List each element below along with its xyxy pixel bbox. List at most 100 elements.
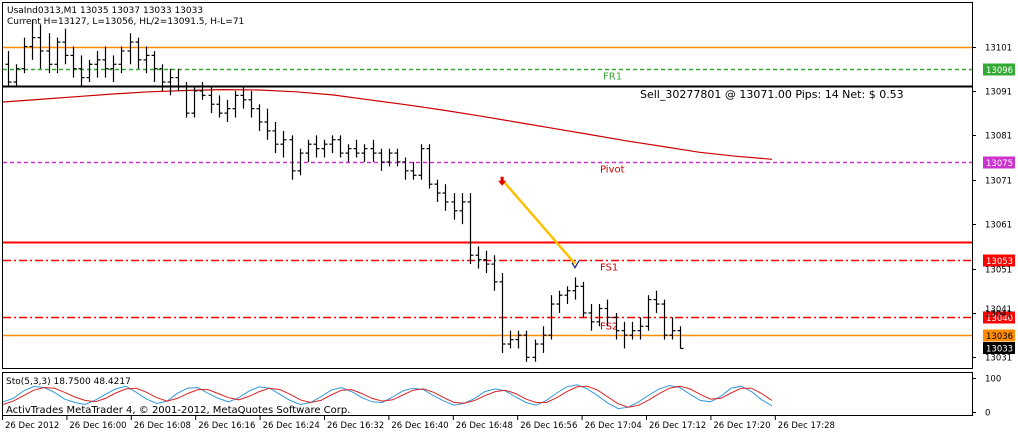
close-check-icon — [571, 260, 580, 269]
main-pane-frame — [2, 2, 973, 369]
ohlc-bar — [232, 90, 239, 118]
stochastic-lines — [2, 384, 773, 410]
price-tick-label: 13061 — [985, 221, 1012, 231]
ohlc-bar — [94, 50, 101, 78]
ohlc-bar — [297, 148, 304, 176]
price-badge-text: 13036 — [986, 332, 1013, 342]
ohlc-bar — [637, 317, 644, 340]
ohlc-bar — [402, 157, 409, 180]
stoch-signal-line — [2, 385, 773, 408]
ohlc-bar — [199, 82, 206, 100]
ohlc-bar — [240, 86, 247, 109]
price-badge-text: 13053 — [986, 257, 1013, 267]
level-label: Pivot — [600, 165, 625, 176]
ohlc-bar — [110, 55, 117, 83]
price-tick-label: 13091 — [985, 88, 1012, 98]
ohlc-bar — [37, 24, 44, 69]
ohlc-bar — [394, 148, 401, 167]
stoch-tick-label: 0 — [985, 409, 990, 419]
time-tick-label: 26 Dec 16:32 — [327, 421, 384, 431]
stochastic-pane-frame — [2, 372, 973, 416]
ohlc-bar — [183, 82, 190, 118]
ohlc-bar — [289, 135, 296, 180]
ohlc-bar — [621, 321, 628, 349]
time-axis: 26 Dec 2012 26 Dec 16:00 26 Dec 16:08 26 De… — [2, 416, 835, 431]
ohlc-bar — [451, 193, 458, 220]
ohlc-bar — [499, 272, 506, 353]
level-label: FR1 — [603, 72, 622, 83]
time-tick-label: 26 Dec 17:20 — [713, 421, 770, 431]
stochastic-label: Sto(5,3,3) 18.7500 48.4217 — [6, 377, 131, 387]
ohlc-bar — [596, 304, 603, 327]
ohlc-bar — [5, 50, 12, 87]
time-tick-label: 26 Dec 16:24 — [263, 421, 320, 431]
ohlc-bar — [46, 33, 53, 74]
time-tick-label: 26 Dec 2012 — [5, 421, 59, 431]
stoch-main-line — [2, 384, 773, 410]
price-badge — [983, 63, 1015, 76]
price-tick-label: 13041 — [985, 305, 1012, 315]
ohlc-bar — [321, 139, 328, 158]
time-tick-label: 26 Dec 16:48 — [456, 421, 513, 431]
level-label: FS2 — [600, 322, 618, 333]
price-badge-text: 13075 — [986, 159, 1013, 169]
ohlc-bar — [572, 277, 579, 300]
ohlc-bar — [191, 86, 198, 118]
level-label: FS1 — [600, 263, 618, 274]
ohlc-bar — [353, 139, 360, 158]
current-price-badge — [983, 342, 1015, 354]
ohlc-bar — [629, 321, 636, 340]
ohlc-bar — [386, 148, 393, 167]
ohlc-bar — [175, 68, 182, 91]
ohlc-bar — [604, 299, 611, 327]
ohlc-bar — [70, 46, 77, 78]
ohlc-bar — [313, 135, 320, 158]
ohlc-bar — [523, 330, 530, 362]
ohlc-bar — [272, 122, 279, 154]
price-tick-label: 13101 — [985, 44, 1012, 54]
ohlc-bar — [21, 37, 28, 74]
price-badge — [983, 311, 1015, 324]
ohlc-bar — [264, 108, 271, 140]
ohlc-bar — [305, 139, 312, 162]
ohlc-bar — [491, 255, 498, 291]
ohlc-bar — [143, 46, 150, 74]
ohlc-bar — [78, 55, 85, 87]
ohlc-bar — [167, 68, 174, 96]
ohlc-bar — [216, 95, 223, 118]
time-tick-label: 26 Dec 16:16 — [198, 421, 255, 431]
ohlc-bar — [515, 330, 522, 349]
price-badge-text: 13096 — [986, 66, 1013, 76]
ohlc-bar — [459, 193, 466, 225]
time-tick-label: 26 Dec 16:00 — [69, 421, 126, 431]
ohlc-bar — [248, 90, 255, 118]
ohlc-bar — [467, 193, 474, 265]
ohlc-bar — [564, 286, 571, 305]
time-tick-label: 26 Dec 17:12 — [649, 421, 706, 431]
time-tick-label: 26 Dec 16:08 — [134, 421, 191, 431]
trade-markers — [498, 176, 580, 269]
ohlc-bar — [224, 99, 231, 123]
price-badge — [983, 329, 1015, 342]
ohlc-bar — [337, 135, 344, 158]
ohlc-bar — [151, 50, 158, 83]
ohlc-bar — [507, 330, 514, 349]
ohlc-bar — [442, 184, 449, 211]
ohlc-bar — [86, 59, 93, 83]
price-badge — [983, 254, 1015, 267]
ohlc-bar — [434, 179, 441, 202]
ohlc-bar — [102, 46, 109, 78]
ohlc-bar — [677, 326, 684, 350]
ohlc-bar — [329, 135, 336, 154]
ohlc-bar — [345, 144, 352, 162]
ohlc-bar — [426, 144, 433, 189]
ohlc-bar — [13, 64, 20, 87]
ohlc-bar — [159, 64, 166, 91]
ohlc-bar — [661, 299, 668, 340]
time-tick-label: 26 Dec 16:56 — [520, 421, 577, 431]
ohlc-bar — [410, 161, 417, 180]
time-tick-label: 26 Dec 17:28 — [778, 421, 835, 431]
ohlc-bar — [135, 37, 142, 69]
